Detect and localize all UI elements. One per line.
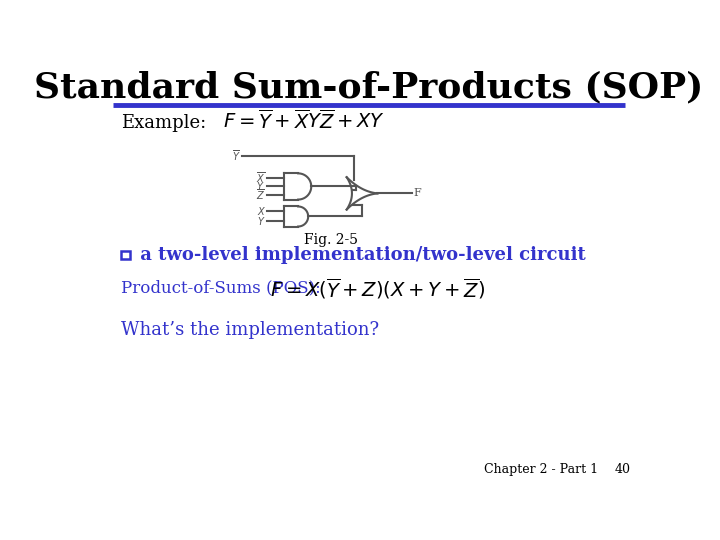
Text: a two-level implementation/two-level circuit: a two-level implementation/two-level cir… — [134, 246, 586, 264]
Text: Example:: Example: — [121, 113, 207, 132]
Text: $\overline{Y}$: $\overline{Y}$ — [232, 148, 240, 163]
Text: Product-of-Sums (POS):: Product-of-Sums (POS): — [121, 280, 321, 296]
Text: $Y$: $Y$ — [256, 180, 265, 192]
Text: What’s the implementation?: What’s the implementation? — [121, 321, 379, 340]
Text: $Y$: $Y$ — [257, 215, 266, 227]
Text: Chapter 2 - Part 1: Chapter 2 - Part 1 — [485, 463, 598, 476]
Bar — [121, 251, 130, 259]
Text: F: F — [414, 188, 421, 198]
Text: $\overline{X}$: $\overline{X}$ — [256, 171, 265, 185]
Text: $X$: $X$ — [256, 206, 266, 218]
Text: 40: 40 — [615, 463, 631, 476]
Text: Standard Sum-of-Products (SOP): Standard Sum-of-Products (SOP) — [35, 71, 703, 105]
Text: Fig. 2-5: Fig. 2-5 — [304, 233, 358, 247]
Text: $F = \overline{Y} + \overline{X}Y\overline{Z} + XY$: $F = \overline{Y} + \overline{X}Y\overli… — [222, 109, 384, 133]
Text: $F = X(\overline{Y} + Z)(X + Y + \overline{Z})$: $F = X(\overline{Y} + Z)(X + Y + \overli… — [271, 276, 485, 301]
Text: $\overline{Z}$: $\overline{Z}$ — [256, 187, 265, 202]
